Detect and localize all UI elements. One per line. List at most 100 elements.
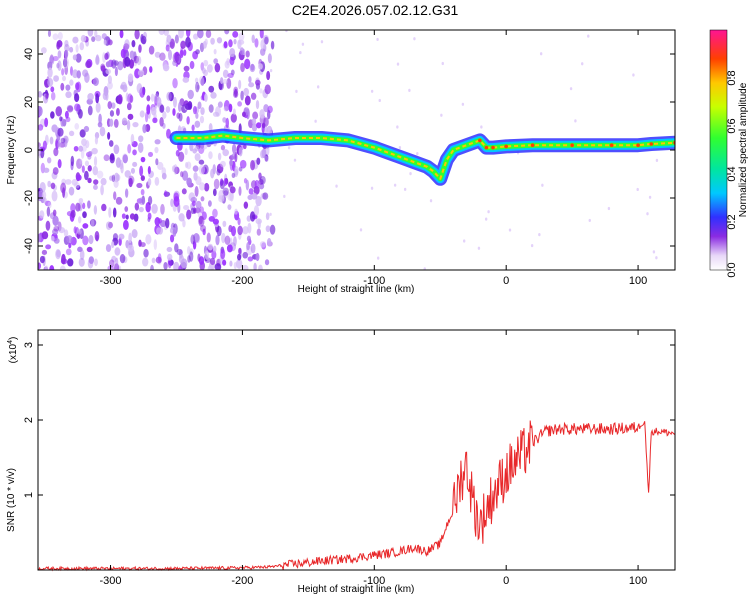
noise-blob xyxy=(210,168,215,179)
noise-blob xyxy=(156,96,162,107)
noise-blob xyxy=(124,39,130,50)
noise-blob xyxy=(260,48,266,56)
noise-blob xyxy=(178,30,184,39)
noise-blob xyxy=(59,265,66,270)
noise-blob xyxy=(119,30,124,39)
noise-blob xyxy=(90,218,95,227)
noise-blob xyxy=(251,34,255,44)
noise-blob xyxy=(205,30,212,39)
noise-blob xyxy=(198,159,205,165)
noise-blob xyxy=(79,42,85,51)
noise-blob xyxy=(38,233,42,243)
noise-blob xyxy=(73,182,80,189)
noise-blob xyxy=(156,227,162,235)
noise-blob xyxy=(64,179,72,185)
noise-blob xyxy=(222,149,230,157)
noise-blob xyxy=(237,101,243,107)
noise-blob xyxy=(85,60,92,69)
noise-blob xyxy=(153,239,158,251)
noise-blob xyxy=(60,82,65,91)
noise-blob xyxy=(231,172,236,179)
noise-blob xyxy=(224,60,230,69)
noise-blob xyxy=(204,250,210,260)
noise-blob xyxy=(166,91,172,101)
noise-blob xyxy=(226,78,232,89)
noise-blob xyxy=(117,94,123,105)
noise-blob xyxy=(99,126,106,137)
noise-blob xyxy=(269,224,276,235)
noise-blob xyxy=(217,152,222,161)
noise-blob xyxy=(259,88,263,94)
noise-blob xyxy=(158,30,165,35)
noise-blob xyxy=(140,188,145,196)
noise-blob xyxy=(132,149,137,156)
noise-blob xyxy=(195,81,200,93)
noise-blob xyxy=(238,247,242,255)
noise-blob xyxy=(115,174,121,182)
noise-blob xyxy=(74,93,80,103)
noise-blob xyxy=(38,106,43,117)
noise-blob xyxy=(38,124,44,131)
noise-blob xyxy=(141,35,147,45)
noise-blob xyxy=(68,186,75,196)
noise-speck xyxy=(423,267,426,270)
noise-speck xyxy=(378,98,381,103)
noise-speck xyxy=(538,233,541,237)
noise-blob xyxy=(165,44,170,52)
noise-blob xyxy=(68,242,72,249)
noise-blob xyxy=(199,182,205,191)
noise-blob xyxy=(213,245,217,253)
noise-blob xyxy=(250,159,256,171)
noise-blob xyxy=(163,262,168,270)
noise-blob xyxy=(38,262,42,270)
noise-blob xyxy=(222,69,229,79)
noise-speck xyxy=(655,158,659,162)
noise-blob xyxy=(166,128,171,139)
noise-blob xyxy=(103,39,107,46)
noise-blob xyxy=(240,90,244,101)
noise-speck xyxy=(462,239,466,243)
noise-blob xyxy=(77,216,82,224)
ridge-peak xyxy=(570,143,574,147)
noise-blob xyxy=(124,170,131,178)
noise-blob xyxy=(214,63,221,73)
noise-blob xyxy=(206,64,213,73)
noise-blob xyxy=(197,253,201,262)
noise-blob xyxy=(191,124,195,132)
noise-blob xyxy=(190,196,198,204)
noise-blob xyxy=(264,84,271,95)
noise-speck xyxy=(314,119,317,123)
noise-blob xyxy=(259,109,265,119)
noise-blob xyxy=(215,234,220,246)
noise-blob xyxy=(67,258,74,267)
noise-blob xyxy=(250,92,257,100)
noise-blob xyxy=(216,225,222,237)
noise-blob xyxy=(79,129,86,138)
x-tick-label: -100 xyxy=(363,275,385,287)
noise-blob xyxy=(255,195,262,207)
noise-blob xyxy=(241,264,249,270)
noise-blob xyxy=(113,178,119,189)
noise-blob xyxy=(56,249,61,258)
noise-blob xyxy=(109,259,115,268)
noise-blob xyxy=(230,113,237,123)
noise-blob xyxy=(112,207,117,218)
noise-speck xyxy=(569,87,573,91)
noise-blob xyxy=(231,143,237,154)
noise-blob xyxy=(242,226,249,235)
noise-blob xyxy=(147,166,151,175)
noise-blob xyxy=(172,60,177,66)
noise-blob xyxy=(86,246,93,253)
noise-blob xyxy=(165,218,170,229)
noise-blob xyxy=(128,177,133,188)
noise-blob xyxy=(105,244,112,253)
ridge-peak xyxy=(530,143,535,147)
noise-blob xyxy=(184,103,192,110)
noise-blob xyxy=(208,151,213,160)
noise-blob xyxy=(218,189,225,200)
noise-blob xyxy=(223,106,229,112)
noise-blob xyxy=(100,65,106,72)
noise-blob xyxy=(123,219,129,230)
noise-blob xyxy=(211,250,217,260)
noise-blob xyxy=(46,157,52,164)
